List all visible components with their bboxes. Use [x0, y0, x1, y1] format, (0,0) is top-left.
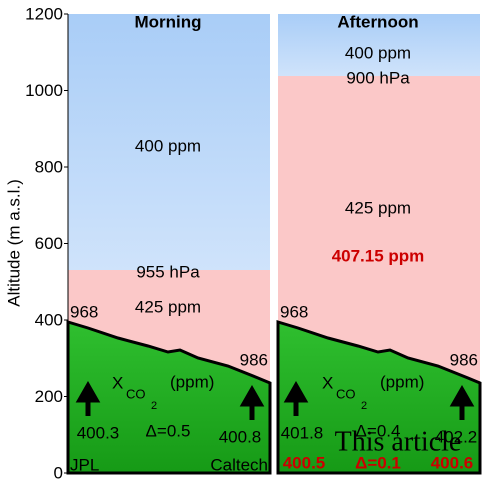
delta: Δ=0.5	[146, 422, 191, 441]
upper-label: 400 ppm	[135, 137, 201, 156]
right-site: Caltech	[210, 456, 268, 475]
xco2-sub2: 2	[361, 400, 367, 412]
xco2-sub: CO	[126, 387, 146, 402]
y-axis-label: Altitude (m a.s.l.)	[5, 179, 24, 307]
panel-title: Morning	[134, 13, 201, 32]
article-left: 400.5	[283, 454, 326, 473]
left-altitude: 968	[280, 303, 308, 322]
panel-morning: Morning 400 ppm 955 hPa 425 ppm 968 986 …	[68, 13, 270, 475]
y-tick-label: 0	[54, 464, 63, 483]
left-site: JPL	[70, 456, 99, 475]
right-value: 400.8	[219, 428, 262, 447]
xco2-sub: CO	[336, 387, 356, 402]
right-altitude: 986	[450, 351, 478, 370]
xco2: X	[112, 374, 123, 393]
mixed-label: 407.15 ppm	[332, 247, 425, 266]
left-altitude: 968	[70, 303, 98, 322]
y-tick-label: 400	[35, 311, 63, 330]
xco2-sub2: 2	[151, 400, 157, 412]
pressure-label: 900 hPa	[346, 69, 410, 88]
y-tick-label: 1000	[25, 81, 63, 100]
lower-label: 425 ppm	[345, 199, 411, 218]
left-value: 400.3	[77, 424, 120, 443]
xco2: X	[322, 374, 333, 393]
y-tick-label: 800	[35, 158, 63, 177]
panel-title: Afternoon	[337, 13, 418, 32]
panel-afternoon: Afternoon 400 ppm 900 hPa 425 ppm 407.15…	[278, 13, 480, 474]
article-delta: Δ=0.1	[355, 454, 401, 473]
y-axis: 0 200 400 600 800 1000 1200	[25, 5, 68, 483]
y-tick-label: 600	[35, 234, 63, 253]
left-value: 401.8	[281, 424, 324, 443]
unit: (ppm)	[380, 373, 424, 392]
lower-label: 425 ppm	[135, 298, 201, 317]
y-tick-label: 200	[35, 387, 63, 406]
y-tick-label: 1200	[25, 5, 63, 24]
upper-label: 400 ppm	[345, 44, 411, 63]
unit: (ppm)	[170, 373, 214, 392]
article-right: 400.6	[431, 454, 474, 473]
figure: Altitude (m a.s.l.) 0 200 400 600 800 1000 120…	[0, 0, 482, 484]
pressure-label: 955 hPa	[136, 263, 200, 282]
right-altitude: 986	[240, 351, 268, 370]
